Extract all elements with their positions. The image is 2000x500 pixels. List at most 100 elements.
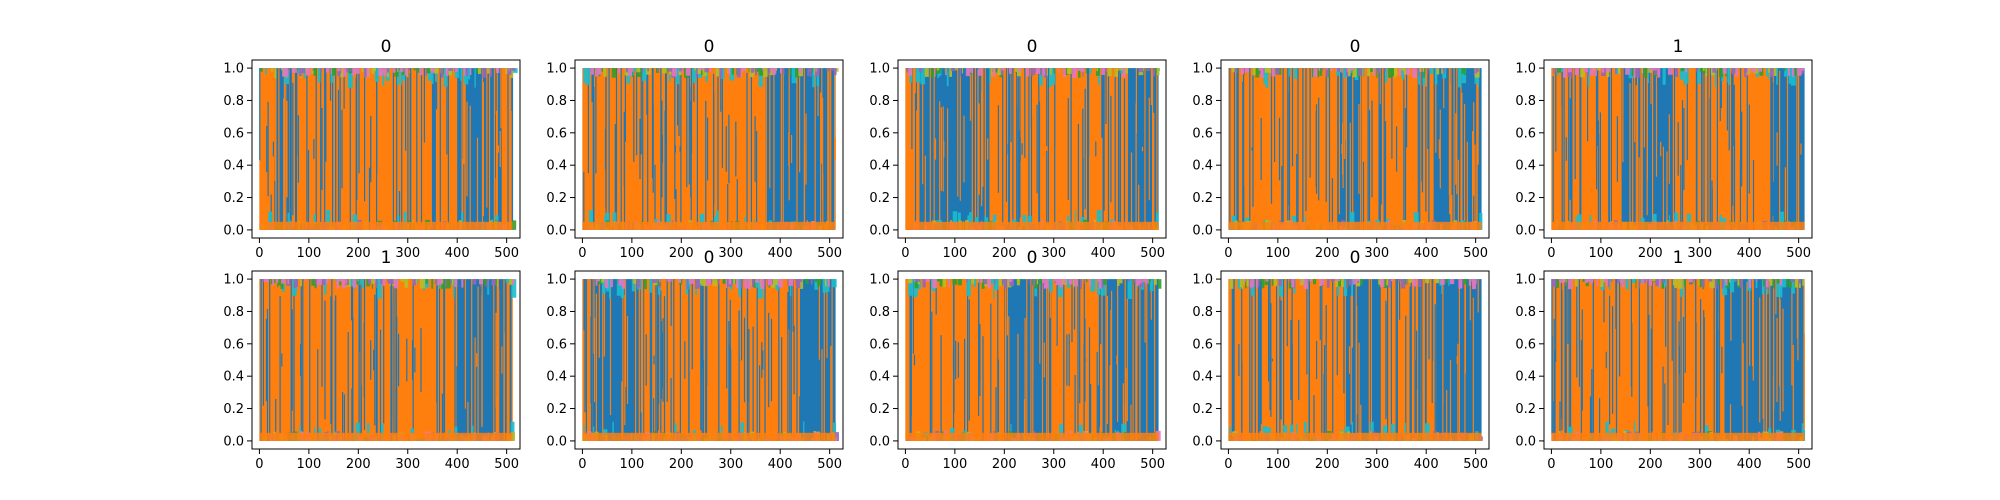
subplot-title: 1: [381, 248, 392, 268]
x-tick-label: 500: [1786, 457, 1811, 472]
series-orange-area: [289, 68, 458, 230]
y-tick-label: 0.0: [869, 434, 890, 449]
series-orange-spikes: [274, 68, 502, 230]
x-tick-label: 200: [1638, 246, 1663, 261]
series-minor-trace: [583, 68, 820, 230]
axes-frame: [574, 270, 844, 450]
y-tick-label: 1.0: [223, 62, 244, 77]
y-tick-label: 1.0: [1515, 62, 1536, 77]
x-tick-label: 200: [346, 457, 371, 472]
x-tick-label: 100: [1588, 457, 1613, 472]
series-blue-spikes: [1231, 279, 1436, 441]
y-tick-label: 0.4: [223, 370, 244, 385]
axes-frame: [1543, 59, 1813, 239]
y-tick-label: 0.2: [1515, 402, 1536, 417]
axes-frame: [897, 270, 1167, 450]
x-tick-label: 300: [395, 457, 420, 472]
subplot-6: 1 0 100 200 300 400 500 0.0 0.2 0.4 0.6 0.8 1.0: [223, 248, 521, 472]
subplot-title: 1: [1673, 37, 1684, 57]
series-orange-baseline: [259, 432, 513, 441]
x-tick-label: 100: [296, 457, 321, 472]
y-tick-label: 1.0: [546, 273, 567, 288]
x-tick-label: 400: [1091, 457, 1116, 472]
x-tick-label: 300: [1687, 246, 1712, 261]
x-tick-label: 400: [445, 246, 470, 261]
x-tick-label: 0: [255, 246, 263, 261]
plot-area: [582, 279, 839, 441]
x-tick-label: 100: [942, 246, 967, 261]
x-tick-label: 300: [1041, 457, 1066, 472]
series-orange-baseline: [905, 221, 1159, 230]
y-tick-label: 0.8: [869, 94, 890, 109]
series-orange-baseline: [1228, 221, 1482, 230]
y-tick-label: 0.0: [546, 434, 567, 449]
x-tick-label: 0: [1547, 246, 1555, 261]
series-orange-area: [1675, 68, 1774, 230]
x-tick-label: 400: [768, 246, 793, 261]
x-tick-label: 100: [1265, 457, 1290, 472]
y-tick-label: 0.8: [223, 94, 244, 109]
y-tick-label: 0.2: [546, 402, 567, 417]
y-tick-label: 0.6: [546, 337, 567, 352]
series-blue-spikes: [1229, 68, 1430, 230]
series-blue-spikes: [259, 68, 514, 230]
series-orange-area: [1228, 279, 1345, 441]
series-blue-spikes: [583, 68, 758, 230]
x-tick-label: 200: [669, 457, 694, 472]
series-orange-area: [905, 68, 921, 230]
plot-area: [259, 68, 518, 230]
y-tick-label: 0.0: [869, 223, 890, 238]
axes-frame: [897, 59, 1167, 239]
y-tick-label: 1.0: [1192, 273, 1213, 288]
y-tick-label: 0.8: [223, 305, 244, 320]
y-tick-label: 0.2: [223, 191, 244, 206]
axes-frame: [574, 59, 844, 239]
y-tick-label: 0.8: [1192, 305, 1213, 320]
x-tick-label: 0: [255, 457, 263, 472]
x-tick-label: 500: [1140, 457, 1165, 472]
series-orange-spikes: [593, 279, 833, 441]
series-blue-spikes: [583, 279, 801, 441]
x-tick-label: 200: [992, 457, 1017, 472]
series-orange-spikes: [922, 68, 1158, 230]
series-minor-trace: [1568, 279, 1806, 441]
subplot-title: 0: [1350, 248, 1361, 268]
series-orange-baseline: [1228, 432, 1482, 441]
x-tick-label: 400: [445, 457, 470, 472]
y-tick-label: 0.2: [546, 191, 567, 206]
x-tick-label: 0: [578, 246, 586, 261]
y-tick-label: 0.4: [1192, 370, 1213, 385]
series-orange-spikes: [1729, 279, 1805, 441]
y-tick-label: 0.6: [546, 126, 567, 141]
y-tick-label: 0.8: [546, 305, 567, 320]
x-tick-label: 300: [718, 457, 743, 472]
subplot-title: 0: [704, 37, 715, 57]
x-tick-label: 400: [1414, 457, 1439, 472]
x-tick-label: 500: [817, 457, 842, 472]
y-tick-label: 0.6: [1515, 337, 1536, 352]
x-tick-label: 100: [942, 457, 967, 472]
series-blue-spikes: [1551, 279, 1723, 441]
series-blue-spikes: [260, 279, 458, 441]
y-tick-label: 0.4: [1515, 370, 1536, 385]
y-tick-label: 0.0: [1192, 434, 1213, 449]
series-orange-spikes: [1344, 279, 1479, 441]
series-orange-area: [644, 279, 800, 441]
y-tick-label: 0.8: [1515, 305, 1536, 320]
y-tick-label: 0.4: [869, 159, 890, 174]
y-tick-label: 0.0: [223, 223, 244, 238]
x-tick-label: 100: [296, 246, 321, 261]
x-tick-label: 300: [1041, 246, 1066, 261]
subplot-title: 0: [381, 37, 392, 57]
y-tick-label: 0.4: [546, 159, 567, 174]
y-tick-label: 0.4: [223, 159, 244, 174]
series-blue-spikes: [1552, 68, 1775, 230]
y-tick-label: 0.6: [1192, 126, 1213, 141]
y-tick-label: 1.0: [546, 62, 567, 77]
series-orange-area: [501, 68, 513, 230]
series-orange-baseline: [259, 221, 513, 230]
y-tick-label: 0.2: [869, 402, 890, 417]
plot-area: [259, 279, 517, 441]
x-tick-label: 500: [1786, 246, 1811, 261]
series-orange-spikes: [464, 279, 513, 441]
